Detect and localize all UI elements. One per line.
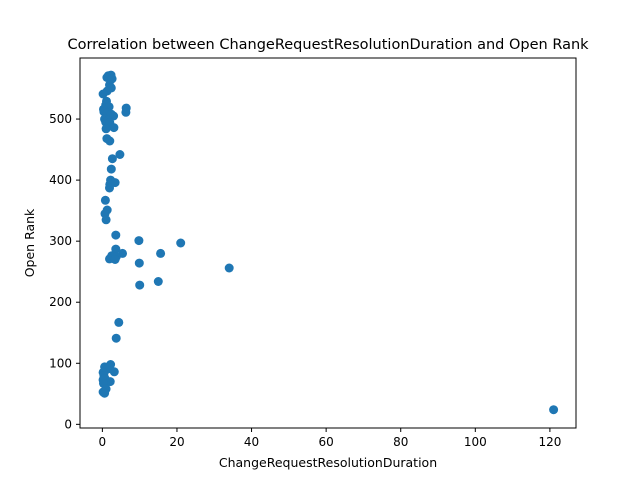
x-tick-label: 0	[99, 435, 107, 449]
data-point	[176, 238, 186, 248]
y-tick-label: 100	[49, 356, 72, 370]
data-point	[111, 230, 121, 240]
x-tick-label: 40	[244, 435, 259, 449]
data-point	[105, 183, 114, 193]
data-point	[98, 89, 108, 99]
x-tick-label: 60	[318, 435, 333, 449]
x-tick-label: 120	[538, 435, 561, 449]
y-tick-label: 0	[64, 417, 72, 431]
y-tick-label: 400	[49, 173, 72, 187]
data-point	[549, 405, 559, 415]
data-point	[156, 248, 166, 258]
data-points	[98, 70, 559, 415]
x-tick-label: 20	[169, 435, 184, 449]
y-axis-label: Open Rank	[22, 208, 37, 277]
plot-frame	[79, 57, 577, 429]
y-tick-label: 500	[49, 112, 72, 126]
y-axis-ticks: 0 100 200 300 400 500	[49, 112, 80, 431]
data-point	[114, 317, 124, 327]
data-point	[111, 244, 121, 254]
data-point	[224, 263, 234, 273]
data-point	[153, 277, 163, 286]
y-tick-label: 200	[49, 295, 72, 309]
data-point	[100, 388, 110, 398]
x-axis-ticks: 0 20 40 60 80 100 120	[99, 428, 561, 449]
data-point	[101, 124, 111, 134]
data-point	[101, 215, 111, 225]
data-point	[115, 150, 125, 159]
x-tick-label: 100	[464, 435, 487, 449]
data-point	[107, 154, 117, 164]
data-point	[135, 280, 145, 290]
data-point	[110, 255, 120, 264]
x-axis-label: ChangeRequestResolutionDuration	[219, 455, 437, 470]
x-tick-label: 80	[393, 435, 408, 449]
data-point	[121, 107, 131, 117]
data-point	[100, 195, 110, 205]
data-point	[105, 136, 115, 146]
data-point	[109, 123, 119, 133]
data-point	[106, 164, 116, 174]
data-point	[111, 333, 121, 343]
data-point	[134, 236, 144, 246]
y-tick-label: 300	[49, 234, 72, 248]
data-point	[134, 258, 144, 268]
data-point	[109, 367, 119, 377]
chart-title: Correlation between ChangeRequestResolut…	[67, 37, 589, 53]
